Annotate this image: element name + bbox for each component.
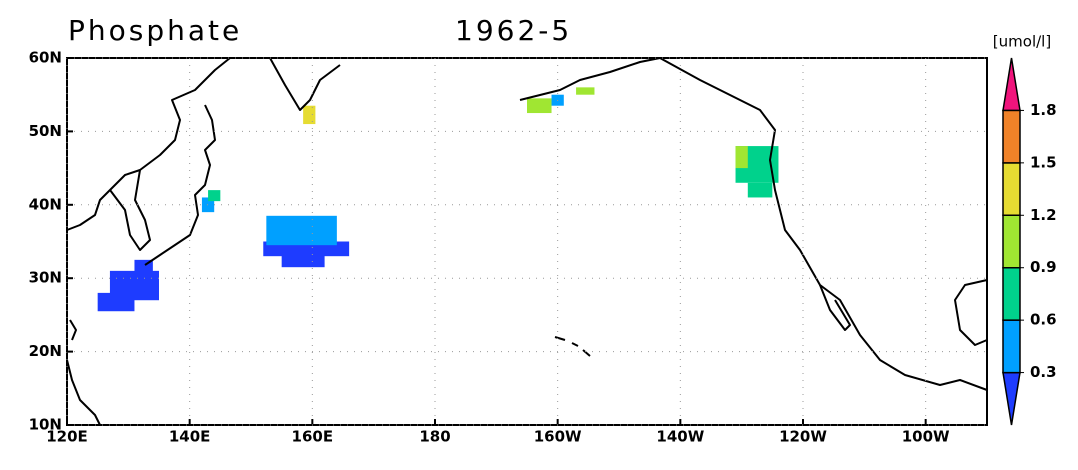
- colorbar-segment: [1002, 214, 1021, 269]
- x-tick-label: 140E: [169, 428, 211, 446]
- data-patch: [208, 190, 221, 202]
- coast-hawaii: [554, 336, 591, 357]
- y-tick-label: 20N: [29, 342, 62, 360]
- y-tick-label: 10N: [29, 416, 62, 434]
- data-patch: [201, 197, 215, 213]
- data-patch: [747, 182, 773, 198]
- data-patch: [109, 270, 159, 301]
- coast-taiwan: [69, 319, 77, 341]
- y-tick-label: 40N: [29, 195, 62, 213]
- coast-kamchatka: [269, 57, 341, 111]
- patches: [97, 87, 779, 312]
- x-tick-label: 100W: [902, 428, 950, 446]
- y-tick-label: 50N: [29, 122, 62, 140]
- data-patch: [735, 146, 748, 169]
- colorbar-segment: [1002, 162, 1021, 217]
- colorbar-label: 1.5: [1030, 153, 1057, 171]
- y-tick-label: 60N: [29, 49, 62, 67]
- data-patch: [303, 105, 316, 125]
- data-patch: [576, 87, 595, 95]
- colorbar-segment: [1002, 109, 1021, 164]
- colorbar-segment: [1002, 371, 1021, 426]
- coast-alaska: [519, 57, 661, 101]
- map-frame: [66, 57, 988, 426]
- x-tick-label: 180: [419, 428, 450, 446]
- date: 1962-5: [455, 14, 572, 47]
- colorbar-segment: [1002, 319, 1021, 374]
- coast-north-america: [659, 57, 988, 391]
- colorbar-segment: [1002, 266, 1021, 321]
- x-tick-label: 160E: [292, 428, 334, 446]
- colorbar-segment: [1002, 57, 1021, 112]
- unit: [umol/l]: [993, 33, 1051, 51]
- data-patch: [266, 215, 337, 246]
- colorbar-label: 0.9: [1030, 258, 1057, 276]
- coast-baja: [819, 284, 851, 331]
- title: Phosphate: [68, 14, 242, 47]
- data-patch: [527, 98, 552, 114]
- colorbar-label: 0.6: [1030, 311, 1057, 329]
- x-tick-label: 120E: [46, 428, 88, 446]
- coast-korea: [109, 169, 151, 251]
- coast-japan: [144, 104, 216, 266]
- colorbar-label: 1.2: [1030, 206, 1057, 224]
- coast-philippines: [66, 359, 101, 426]
- colorbar: 0.3 0.6 0.9 1.2 1.5 1.8: [1002, 57, 1057, 426]
- x-tick-label: 140W: [656, 428, 704, 446]
- x-tick-label: 120W: [779, 428, 827, 446]
- colorbar-label: 0.3: [1030, 363, 1057, 381]
- coast-gulf: [954, 279, 988, 346]
- coast-asia: [66, 57, 231, 231]
- data-patch: [281, 252, 325, 268]
- coastlines: [66, 57, 988, 426]
- y-tick-label: 30N: [29, 269, 62, 287]
- colorbar-label: 1.8: [1030, 101, 1057, 119]
- x-tick-label: 160W: [534, 428, 582, 446]
